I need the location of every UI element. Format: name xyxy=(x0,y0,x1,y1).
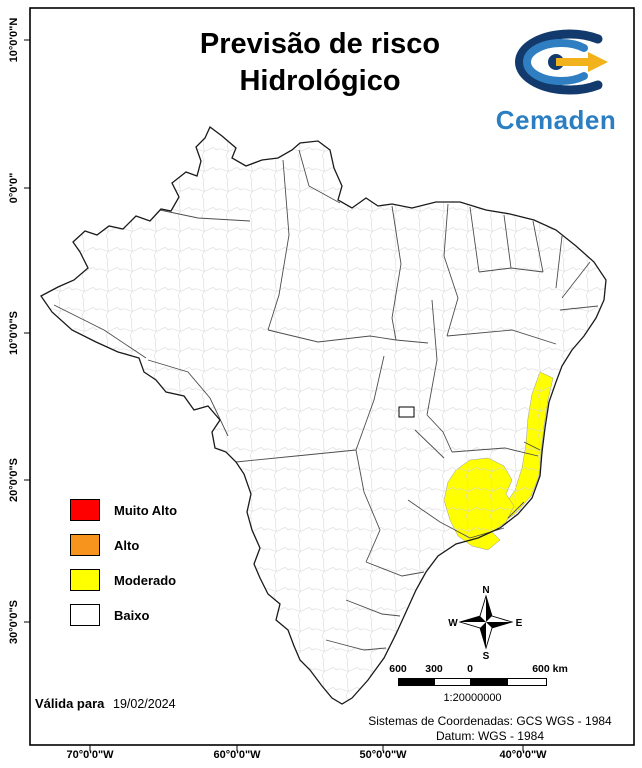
compass-rose: N S E W xyxy=(448,585,522,662)
validity-note: Válida para 19/02/2024 xyxy=(35,696,176,711)
lat-label-20s: 20°0'0"S xyxy=(8,457,20,503)
legend-item-baixo: Baixo xyxy=(70,604,177,626)
page-title: Previsão de risco Hidrológico xyxy=(120,26,520,100)
legend-label-moderado: Moderado xyxy=(114,572,177,588)
cemaden-logo-text: Cemaden xyxy=(495,105,617,135)
crs-line1: Sistemas de Coordenadas: GCS WGS - 1984 xyxy=(368,714,612,728)
lat-label-10n: 10°0'0"N xyxy=(8,17,20,63)
validity-label: Válida para xyxy=(35,696,105,711)
scale-bar-segment xyxy=(507,679,546,685)
legend-swatch-moderado xyxy=(70,569,100,591)
legend-label-baixo: Baixo xyxy=(114,607,150,623)
lon-label-40w: 40°0'0"W xyxy=(499,749,547,761)
axis-ticks xyxy=(24,39,524,751)
federal-district-outline xyxy=(398,406,415,418)
lat-label-10s: 10°0'0"S xyxy=(8,310,20,356)
crs-line2: Datum: WGS - 1984 xyxy=(435,729,545,743)
scale-bar-segment xyxy=(399,679,435,685)
page-title-line1: Previsão de risco xyxy=(199,28,441,60)
lat-label-0: 0°0'0" xyxy=(8,172,20,204)
municipal-texture xyxy=(41,127,606,704)
page-title-line2: Hidrológico xyxy=(239,65,401,97)
scale-bar-segment xyxy=(434,679,471,685)
validity-date: 19/02/2024 xyxy=(113,697,176,711)
map-frame xyxy=(29,7,635,746)
risk-legend: Muito Alto Alto Moderado Baixo xyxy=(70,499,177,639)
scale-bar-segment xyxy=(470,679,508,685)
lon-label-70w: 70°0'0"W xyxy=(66,749,114,761)
lon-label-60w: 60°0'0"W xyxy=(213,749,261,761)
legend-label-alto: Alto xyxy=(114,537,140,553)
legend-item-moderado: Moderado xyxy=(70,569,177,591)
scale-tick-600km: 600 km xyxy=(532,663,568,675)
compass-e-label: E xyxy=(516,618,523,629)
cemaden-logo: Cemaden xyxy=(486,26,626,136)
lon-label-50w: 50°0'0"W xyxy=(359,749,407,761)
compass-n-label: N xyxy=(482,585,489,596)
state-borders xyxy=(53,149,599,651)
legend-swatch-muito-alto xyxy=(70,499,100,521)
scale-tick-600: 600 xyxy=(389,663,407,675)
compass-w-label: W xyxy=(448,618,458,629)
lat-label-30s: 30°0'0"S xyxy=(8,599,20,645)
compass-s-label: S xyxy=(483,651,490,662)
legend-item-alto: Alto xyxy=(70,534,177,556)
cemaden-logo-icon xyxy=(515,29,608,95)
legend-item-muito-alto: Muito Alto xyxy=(70,499,177,521)
legend-swatch-alto xyxy=(70,534,100,556)
scale-tick-0: 0 xyxy=(467,663,473,675)
legend-label-muito-alto: Muito Alto xyxy=(114,502,178,518)
scale-bar xyxy=(398,678,547,686)
scale-tick-300: 300 xyxy=(425,663,443,675)
brazil-outline-stroke xyxy=(40,125,607,705)
scale-ratio: 1:20000000 xyxy=(443,692,502,704)
legend-swatch-baixo xyxy=(70,604,100,626)
